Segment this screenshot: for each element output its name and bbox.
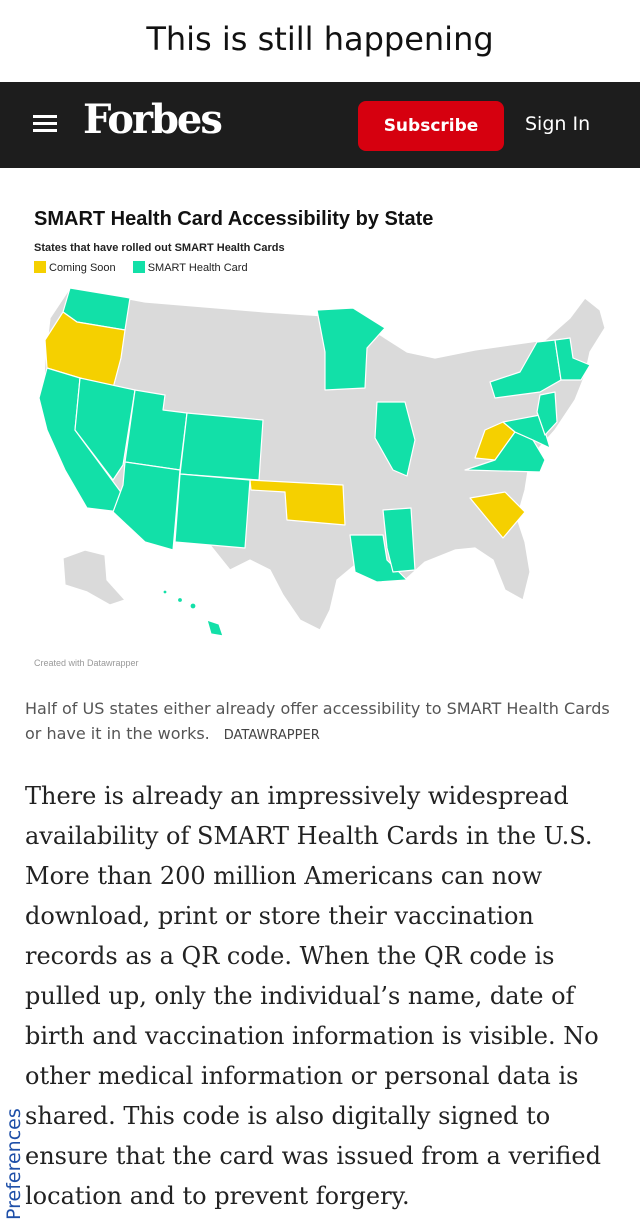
state-nevada [74, 377, 136, 481]
photo-caption-credit: DATAWRAPPER [223, 728, 320, 743]
preferences-tab[interactable]: Preferences [0, 1090, 26, 1227]
us-state-map [25, 280, 625, 650]
state-hawaii-4 [206, 619, 224, 637]
preferences-label[interactable]: Preferences [3, 1108, 25, 1220]
state-mississippi [382, 507, 416, 573]
state-new-england [554, 337, 591, 381]
legend-label: SMART Health Card [147, 262, 248, 274]
state-oklahoma [249, 479, 346, 526]
forbes-logo[interactable]: Forbes [83, 96, 223, 143]
legend-swatch-coming-soon [34, 261, 46, 273]
map-svg [38, 287, 606, 637]
article-paragraph: There is already an impressively widespr… [25, 782, 601, 1210]
state-new-mexico [174, 473, 251, 549]
site-header: Forbes Subscribe Sign In [0, 82, 640, 168]
legend-label: Coming Soon [49, 262, 116, 274]
state-colorado [179, 412, 264, 481]
state-maryland [502, 414, 551, 449]
chart-subtitle: States that have rolled out SMART Health… [34, 242, 285, 254]
subscribe-button[interactable]: Subscribe [358, 101, 504, 151]
legend-item-smart-card: SMART Health Card [132, 261, 248, 274]
state-alaska [62, 549, 126, 606]
photo-caption: Half of US states either already offer a… [25, 696, 615, 748]
state-oregon [44, 311, 126, 389]
state-hawaii-3 [189, 602, 197, 610]
state-south-carolina [469, 491, 526, 539]
state-hawaii-2 [176, 596, 184, 604]
sign-in-link[interactable]: Sign In [525, 113, 591, 135]
state-new-jersey [536, 391, 558, 436]
chart-credit: Created with Datawrapper [34, 658, 139, 668]
state-minnesota [316, 307, 386, 391]
chart-title: SMART Health Card Accessibility by State [34, 208, 434, 230]
state-illinois [374, 401, 416, 477]
legend-swatch-smart-card [132, 261, 145, 273]
hamburger-menu-icon[interactable] [33, 112, 57, 136]
chart-legend: Coming Soon SMART Health Card [34, 261, 262, 274]
state-hawaii-1 [162, 589, 168, 595]
meme-caption: This is still happening [146, 20, 494, 58]
photo-caption-text: Half of US states either already offer a… [25, 699, 610, 743]
legend-item-coming-soon: Coming Soon [34, 261, 116, 274]
